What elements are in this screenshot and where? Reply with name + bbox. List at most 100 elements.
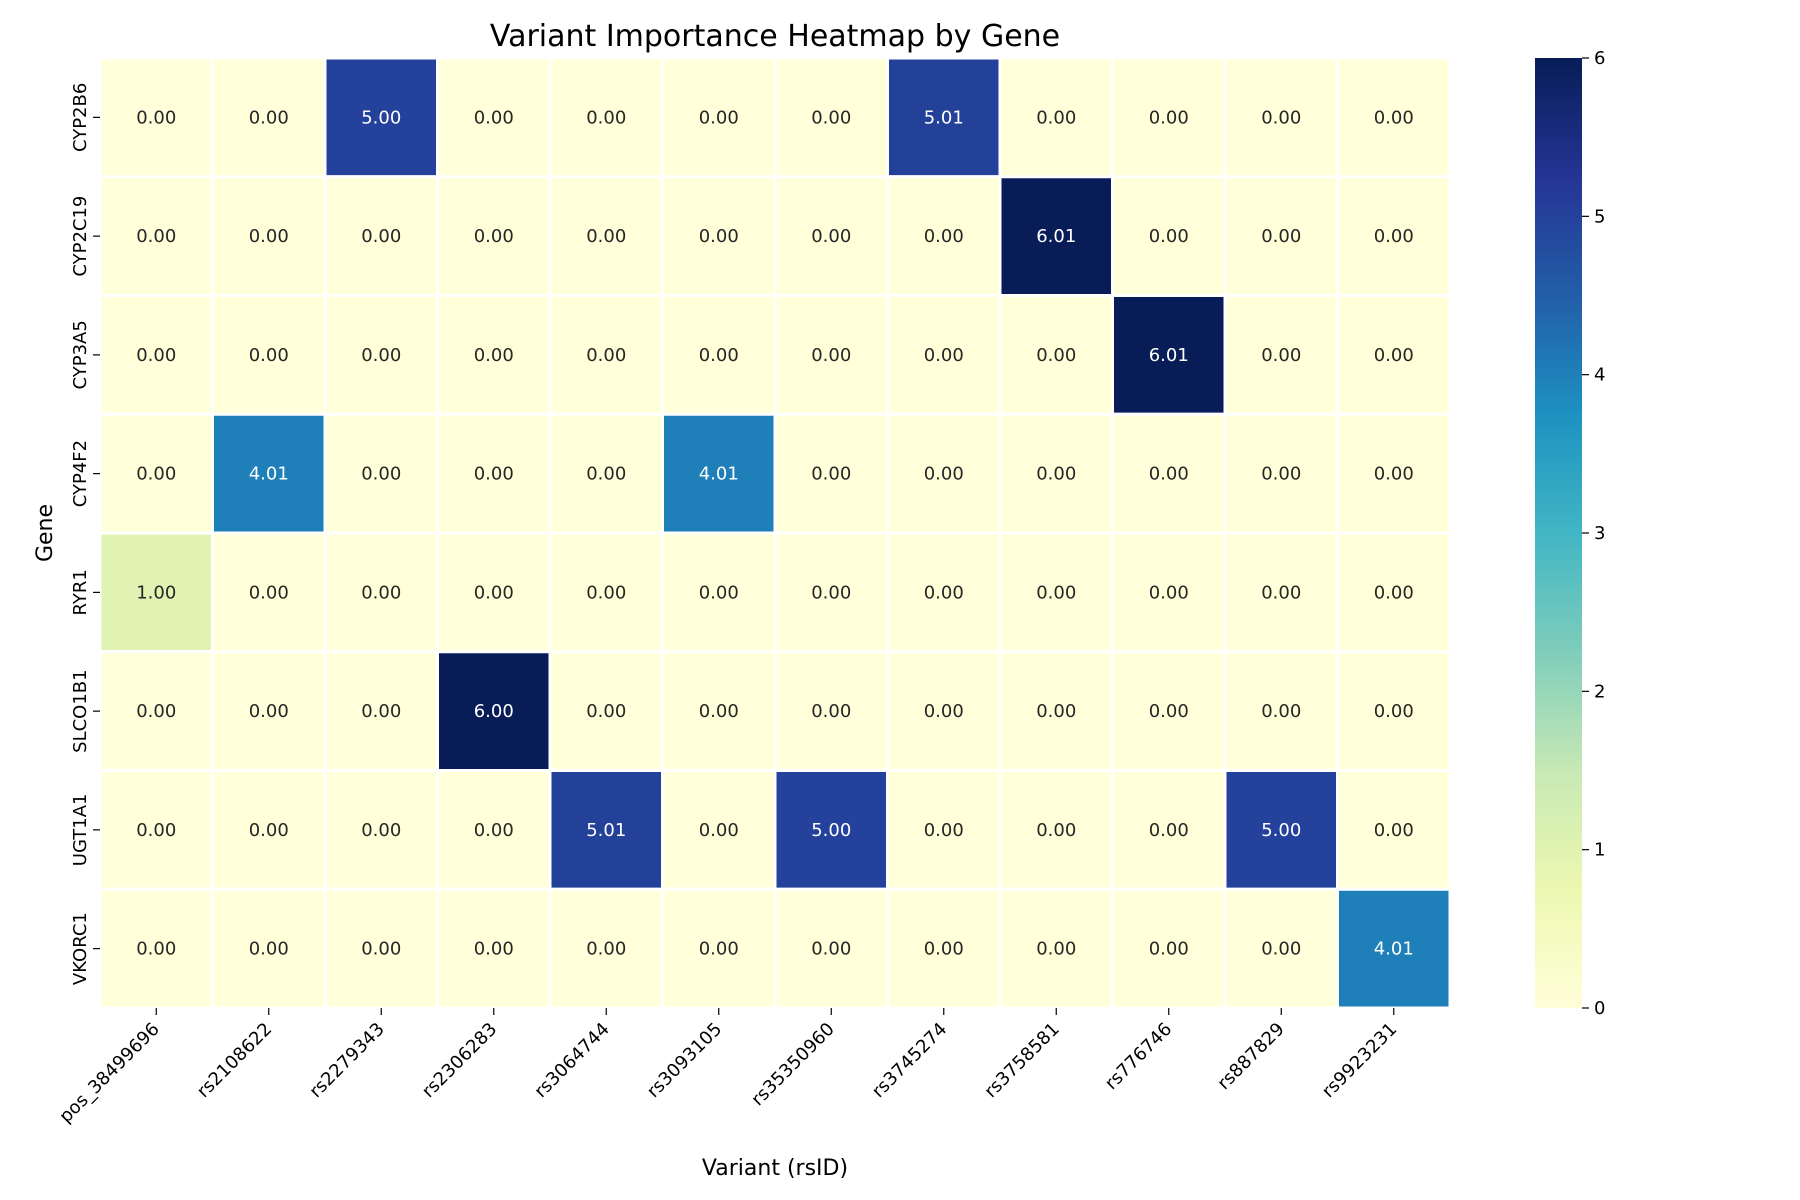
heatmap-cell [436,412,552,535]
cell-value-label: 0.00 [136,701,176,722]
cell-value-label: 0.00 [249,820,289,841]
cell-value-label: 0.00 [586,582,626,603]
heatmap-cell [436,294,552,416]
cell-value-label: 0.00 [361,464,401,485]
heatmap-cell [1111,769,1227,891]
x-tick-label: rs3745274 [868,1019,951,1102]
cell-value-label: 0.00 [1149,582,1189,603]
heatmap-cell [773,531,889,654]
heatmap-cell [98,531,214,654]
x-axis-ticks: pos_38499696 rs2108622 rs2279343 rs2306283 r… [55,1008,1401,1127]
heatmap-cell [773,769,889,891]
cell-value-label: 0.00 [586,107,626,128]
x-tick-label: pos_38499696 [55,1019,163,1127]
heatmap-cell [548,769,664,891]
heatmap-cell [1336,769,1452,891]
cell-value-label: 0.00 [1261,107,1301,128]
cell-value-label: 0.00 [811,582,851,603]
cell-value-label: 0.00 [1036,464,1076,485]
cell-value-label: 0.00 [474,820,514,841]
cell-value-label: 5.00 [811,820,851,841]
y-tick-label: SLCO1B1 [70,669,91,752]
heatmap-cell [661,56,777,179]
cell-value-label: 0.00 [1036,582,1076,603]
cell-value-label: 0.00 [699,582,739,603]
cell-value-label: 0.00 [1036,107,1076,128]
cell-value-label: 0.00 [1374,820,1414,841]
cell-value-label: 4.01 [249,464,289,485]
cell-value-label: 0.00 [1374,107,1414,128]
colorbar-tick-label: 4 [1594,365,1605,386]
cell-value-label: 0.00 [924,226,964,247]
cell-value-label: 0.00 [249,107,289,128]
heatmap-cell [1223,531,1339,654]
heatmap-cell [886,650,1002,772]
heatmap-cell [548,531,664,654]
x-tick-label: rs35350960 [747,1019,839,1111]
cell-value-label: 0.00 [249,345,289,366]
cell-value-label: 0.00 [361,820,401,841]
heatmap-cell [323,887,439,1010]
heatmap-cell [211,531,327,654]
heatmap-cell [1111,175,1227,297]
heatmap-cell [98,650,214,772]
cell-value-label: 0.00 [811,107,851,128]
cell-value-label: 0.00 [699,107,739,128]
cell-value-label: 0.00 [586,226,626,247]
cell-value-label: 0.00 [249,939,289,960]
cell-value-label: 0.00 [1374,345,1414,366]
cell-value-label: 1.00 [136,582,176,603]
heatmap-cell [773,294,889,416]
cell-value-label: 0.00 [699,939,739,960]
y-tick-label: CYP3A5 [70,320,91,389]
cell-value-label: 0.00 [136,464,176,485]
heatmap-cell [1336,56,1452,179]
cell-value-label: 0.00 [1261,701,1301,722]
cell-value-label: 0.00 [1036,820,1076,841]
y-tick-label: UGT1A1 [70,794,91,867]
cell-value-label: 0.00 [1036,701,1076,722]
cell-value-label: 0.00 [924,820,964,841]
cell-value-label: 0.00 [924,701,964,722]
heatmap-cell [1111,56,1227,179]
colorbar-tick-label: 1 [1594,840,1605,861]
cell-value-label: 0.00 [249,582,289,603]
cell-value-label: 0.00 [1374,701,1414,722]
cell-value-label: 0.00 [699,820,739,841]
cell-value-label: 0.00 [811,701,851,722]
heatmap-cell [661,650,777,772]
heatmap-cell [211,175,327,297]
heatmap-cell [661,769,777,891]
cell-value-label: 0.00 [1374,226,1414,247]
cell-value-label: 0.00 [1149,464,1189,485]
cell-value-label: 5.01 [586,820,626,841]
cell-value-label: 0.00 [249,701,289,722]
heatmap-cell [998,769,1114,891]
heatmap-cell [1111,650,1227,772]
y-tick-label: RYR1 [70,569,91,615]
heatmap-cell [548,294,664,416]
cell-value-label: 0.00 [811,345,851,366]
heatmap-cell [998,650,1114,772]
x-tick-label: rs3064744 [530,1019,613,1102]
cell-value-label: 0.00 [136,345,176,366]
heatmap-cell [1336,412,1452,535]
heatmap-cell [1336,650,1452,772]
colorbar: 0 1 2 3 4 5 6 [1535,48,1605,1019]
heatmap-cell [98,769,214,891]
x-tick-label: rs3093105 [643,1019,726,1102]
colorbar-tick-label: 2 [1594,681,1605,702]
y-tick-label: CYP4F2 [70,440,91,507]
x-tick-label: rs9923231 [1318,1019,1401,1102]
heatmap-cell [773,887,889,1010]
heatmap-cell [661,412,777,535]
x-tick-label: rs2108622 [193,1019,276,1102]
cell-value-label: 0.00 [1036,345,1076,366]
heatmap-cell [211,56,327,179]
cell-value-label: 0.00 [1374,464,1414,485]
heatmap-cell [548,175,664,297]
cell-value-label: 0.00 [699,345,739,366]
heatmap-cell [548,887,664,1010]
cell-value-label: 5.00 [1261,820,1301,841]
heatmap-cell [886,531,1002,654]
